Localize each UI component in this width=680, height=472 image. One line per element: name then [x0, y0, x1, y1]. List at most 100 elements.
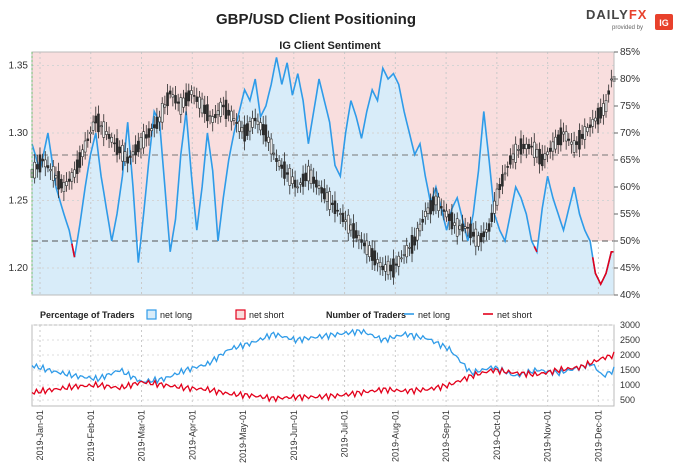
- candle-body: [418, 223, 422, 232]
- candle-body: [501, 174, 504, 187]
- candle-body: [102, 121, 106, 138]
- candle-body: [471, 231, 475, 237]
- candle-body: [503, 172, 507, 175]
- candle-body: [511, 153, 515, 160]
- candle-body: [200, 98, 204, 114]
- brand-provided-by: provided by: [612, 25, 643, 31]
- candle-body: [599, 106, 603, 119]
- date-tick-label: 2019-Apr-01: [187, 410, 197, 460]
- candle-body: [325, 192, 329, 202]
- candle-body: [277, 160, 281, 167]
- candle-body: [129, 155, 132, 158]
- candle-body: [519, 138, 523, 155]
- candle-body: [121, 145, 124, 162]
- legend-pct-title: Percentage of Traders: [40, 310, 135, 320]
- candle-body: [227, 109, 230, 116]
- candle-body: [424, 210, 427, 218]
- candle-body: [134, 144, 137, 156]
- legend-num-title: Number of Traders: [326, 310, 406, 320]
- candle-body: [139, 137, 143, 150]
- candle-body: [179, 97, 183, 115]
- candle-body: [328, 191, 331, 210]
- candle-body: [245, 123, 249, 136]
- candle-body: [261, 124, 265, 136]
- net-short-count-line: [31, 351, 615, 403]
- candle-body: [540, 153, 544, 167]
- net-long-count-line: [31, 328, 615, 385]
- price-tick-label: 1.25: [9, 196, 29, 207]
- date-tick-label: 2019-Mar-01: [137, 410, 147, 462]
- legend-pct-long: net long: [160, 310, 192, 320]
- candle-body: [583, 126, 587, 140]
- candle-body: [394, 263, 398, 266]
- candle-body: [352, 223, 355, 239]
- candle-body: [546, 151, 549, 155]
- net-long-pct-line: [31, 57, 614, 287]
- candle-body: [346, 214, 350, 234]
- date-tick-label: 2019-Dec-01: [593, 410, 603, 462]
- date-tick-label: 2019-Oct-01: [492, 410, 502, 460]
- candle-body: [336, 209, 339, 212]
- candle-body: [214, 114, 217, 119]
- candle-body: [251, 118, 254, 128]
- count-tick-label: 3000: [620, 320, 640, 330]
- candle-body: [485, 229, 488, 233]
- legend-pct-short-swatch: [235, 309, 246, 320]
- percent-tick-label: 85%: [620, 47, 640, 58]
- candle-body: [33, 161, 36, 179]
- candle-body: [232, 118, 236, 121]
- candle-body: [65, 181, 68, 186]
- candle-body: [230, 110, 233, 122]
- candle-body: [299, 182, 302, 185]
- candle-body: [610, 78, 613, 81]
- candle-body: [416, 228, 419, 241]
- candle-body: [198, 96, 201, 109]
- candle-body: [280, 164, 284, 169]
- percent-tick-label: 40%: [620, 290, 640, 301]
- candle-body: [190, 90, 193, 95]
- candle-body: [206, 104, 209, 122]
- candle-body: [450, 212, 454, 230]
- candle-body: [570, 141, 573, 145]
- candle-body: [320, 187, 323, 194]
- candle-body: [532, 141, 536, 158]
- candle-body: [174, 95, 177, 104]
- candle-body: [118, 146, 121, 154]
- candle-body: [304, 172, 308, 182]
- candle-body: [291, 176, 294, 184]
- panel-subtitle: IG Client Sentiment: [279, 40, 381, 52]
- candle-body: [402, 254, 406, 256]
- candle-body: [137, 140, 140, 153]
- candle-body: [477, 235, 480, 247]
- date-tick-label: 2019-Nov-01: [543, 410, 553, 462]
- candle-body: [187, 90, 191, 102]
- date-tick-label: 2019-Sep-01: [441, 410, 451, 462]
- candle-body: [575, 141, 579, 145]
- candle-body: [370, 248, 374, 261]
- candle-body: [578, 130, 581, 150]
- candle-body: [142, 131, 145, 149]
- net-short-pct-line: [71, 243, 614, 287]
- candle-body: [224, 99, 228, 119]
- candle-body: [248, 121, 252, 132]
- candle-body: [43, 159, 47, 168]
- candle-body: [126, 156, 129, 164]
- candle-body: [62, 182, 66, 192]
- candle-body: [171, 94, 175, 98]
- candle-body: [349, 224, 353, 231]
- candle-body: [493, 200, 496, 214]
- candle-body: [211, 116, 215, 123]
- candle-body: [113, 142, 116, 145]
- price-tick-label: 1.30: [9, 128, 29, 139]
- candle-body: [59, 178, 63, 189]
- candle-body: [155, 116, 159, 129]
- candle-body: [426, 207, 430, 214]
- date-tick-label: 2019-Jan-01: [35, 410, 45, 461]
- percent-tick-label: 80%: [620, 74, 640, 85]
- candle-body: [301, 173, 305, 187]
- candle-body: [309, 169, 313, 185]
- candle-body: [253, 117, 257, 122]
- candle-body: [315, 179, 318, 188]
- candle-body: [604, 100, 608, 112]
- candle-body: [184, 92, 188, 107]
